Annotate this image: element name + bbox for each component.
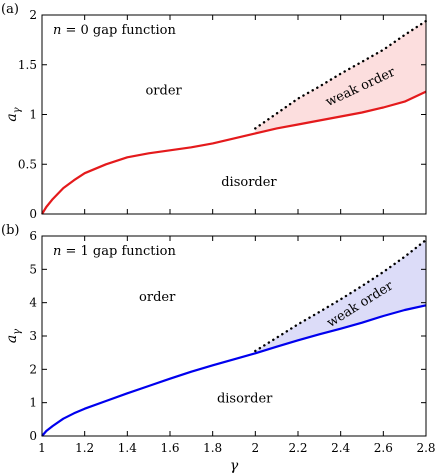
y-axis-label: aγ xyxy=(4,107,23,121)
y-tick-label: 0.5 xyxy=(18,157,37,171)
panel-label: (b) xyxy=(1,223,19,238)
y-tick-label: 6 xyxy=(29,229,37,243)
x-tick-label: 2.6 xyxy=(374,441,393,455)
chart-panel-a: 0 0.5 1 1.5 2 aγ (a) n = 0 gap function order dis… xyxy=(1,2,428,221)
y-axis-label-base: a xyxy=(4,113,20,121)
disorder-region-label: disorder xyxy=(221,175,277,190)
x-tick-label: 2.8 xyxy=(416,441,435,455)
panel-label: (a) xyxy=(1,2,19,17)
x-tick-label: 1.4 xyxy=(118,441,137,455)
y-tick-label: 0 xyxy=(29,207,37,221)
x-tick-label: 1.2 xyxy=(75,441,94,455)
order-region-label: order xyxy=(145,84,182,99)
y-tick-label: 0 xyxy=(29,429,37,443)
y-tick-label: 1 xyxy=(29,108,37,122)
gap-function-curve xyxy=(41,304,427,437)
weak-order-region xyxy=(255,20,426,134)
weak-order-upper-bound xyxy=(254,19,428,130)
order-region-label: order xyxy=(139,290,176,305)
y-tick-label: 1 xyxy=(29,396,37,410)
x-tick-label: 2 xyxy=(252,441,260,455)
x-tick-label: 2.4 xyxy=(331,441,350,455)
y-tick-label: 3 xyxy=(29,329,37,343)
panel-title-text: = 1 gap function xyxy=(61,244,176,259)
x-tick-label: 1.6 xyxy=(160,441,179,455)
gap-function-curve xyxy=(41,90,427,215)
y-tick-label: 5 xyxy=(29,262,37,276)
panel-title: n = 0 gap function xyxy=(53,23,177,38)
y-axis-label-subscript: γ xyxy=(12,329,23,335)
y-tick-label: 2 xyxy=(29,362,37,376)
panel-title-text: = 0 gap function xyxy=(61,23,176,38)
panel-title: n = 1 gap function xyxy=(53,244,177,259)
disorder-region-label: disorder xyxy=(217,392,273,407)
y-tick-label: 4 xyxy=(29,296,37,310)
x-tick-label: 1.8 xyxy=(203,441,222,455)
y-tick-label: 2 xyxy=(29,8,37,22)
x-tick-label: 2.2 xyxy=(288,441,307,455)
panel-title-variable: n xyxy=(53,244,61,259)
x-axis-label: γ xyxy=(230,458,239,474)
panel-title-variable: n xyxy=(53,23,61,38)
weak-order-upper-bound xyxy=(254,238,428,353)
weak-order-region xyxy=(255,240,426,354)
x-tick-label: 1 xyxy=(38,441,46,455)
y-axis-label: aγ xyxy=(4,329,23,343)
y-axis-label-base: a xyxy=(4,335,20,343)
y-tick-label: 1.5 xyxy=(18,58,37,72)
y-axis-label-subscript: γ xyxy=(12,107,23,113)
